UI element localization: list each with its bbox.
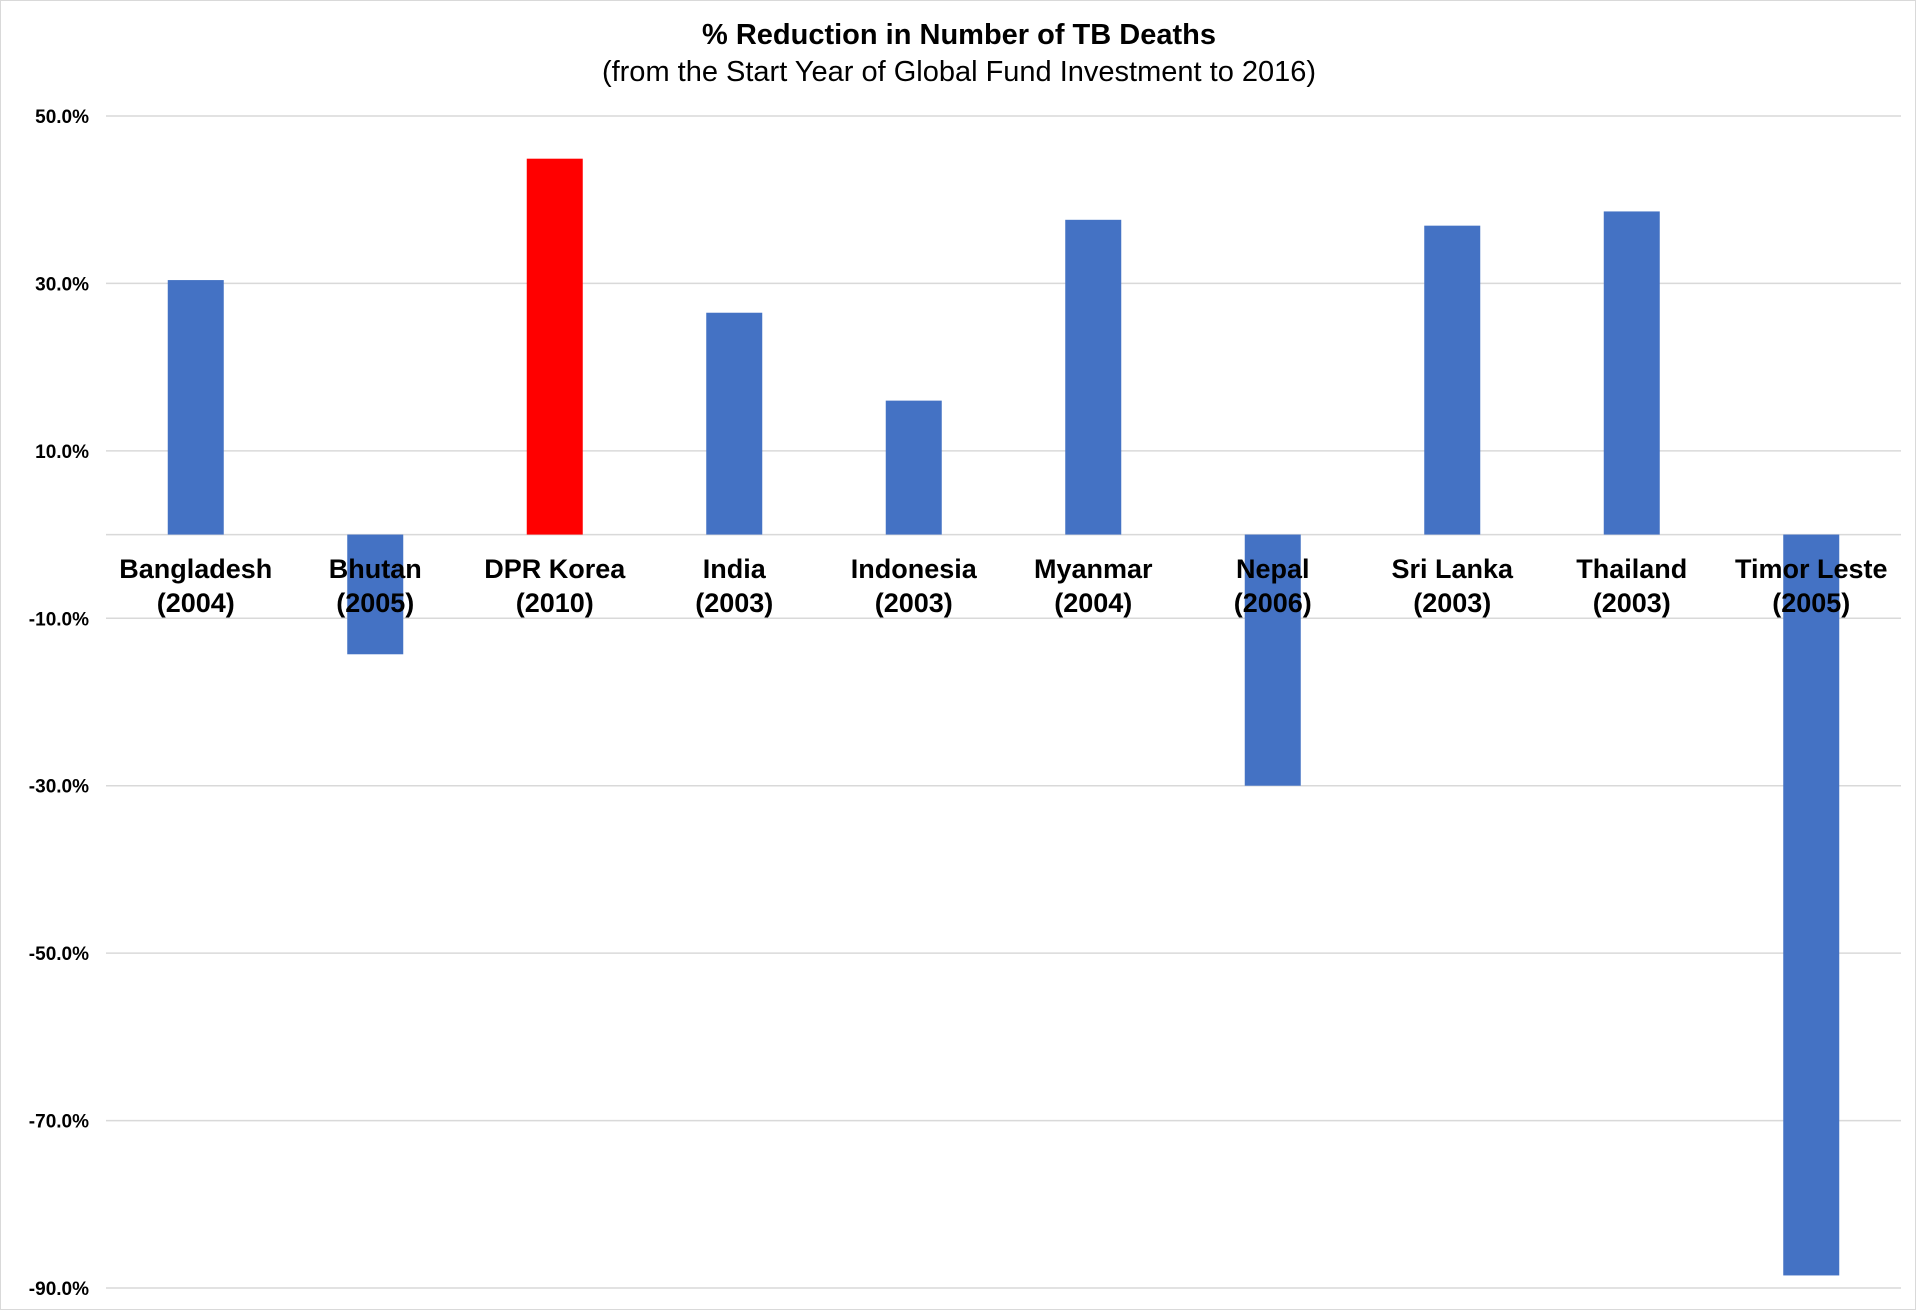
- category-label: Bangladesh (2004): [119, 554, 272, 618]
- bar: [1603, 211, 1660, 535]
- gridlines: [106, 115, 1901, 1289]
- bar: [1244, 534, 1301, 786]
- bar: [167, 280, 224, 535]
- y-tick-label: -70.0%: [29, 1112, 89, 1133]
- y-axis-labels: 50.0% 30.0% 10.0% -10.0% -30.0% -50.0% -70.0% -…: [29, 107, 89, 1300]
- category-label: Nepal (2006): [1234, 554, 1312, 618]
- y-tick-label: 50.0%: [35, 107, 89, 128]
- bar: [1424, 225, 1481, 535]
- category-label: DPR Korea (2010): [484, 554, 626, 618]
- chart-title: % Reduction in Number of TB Deaths: [702, 19, 1216, 51]
- bar: [706, 312, 763, 535]
- y-tick-label: -50.0%: [29, 944, 89, 965]
- bar: [526, 158, 583, 535]
- bar: [885, 400, 942, 535]
- category-label: Timor Leste (2005): [1735, 554, 1888, 618]
- category-label: Bhutan (2005): [329, 554, 422, 618]
- y-tick-label: -90.0%: [29, 1279, 89, 1300]
- y-tick-label: -30.0%: [29, 777, 89, 798]
- category-label: Myanmar (2004): [1034, 554, 1153, 618]
- bar: [1065, 219, 1122, 535]
- category-label: Sri Lanka (2003): [1391, 554, 1514, 618]
- y-tick-label: 30.0%: [35, 274, 89, 295]
- category-label: India (2003): [695, 554, 773, 618]
- y-tick-label: 10.0%: [35, 442, 89, 463]
- y-tick-label: -10.0%: [29, 609, 89, 630]
- category-label: Thailand (2003): [1576, 554, 1687, 618]
- category-labels: Bangladesh (2004) Bhutan (2005) DPR Korea (20…: [119, 554, 1887, 618]
- category-label: Indonesia (2003): [851, 554, 978, 618]
- chart-subtitle: (from the Start Year of Global Fund Inve…: [601, 56, 1317, 88]
- bar: [347, 534, 404, 655]
- bars: [167, 158, 1840, 1276]
- bar: [1783, 534, 1840, 1276]
